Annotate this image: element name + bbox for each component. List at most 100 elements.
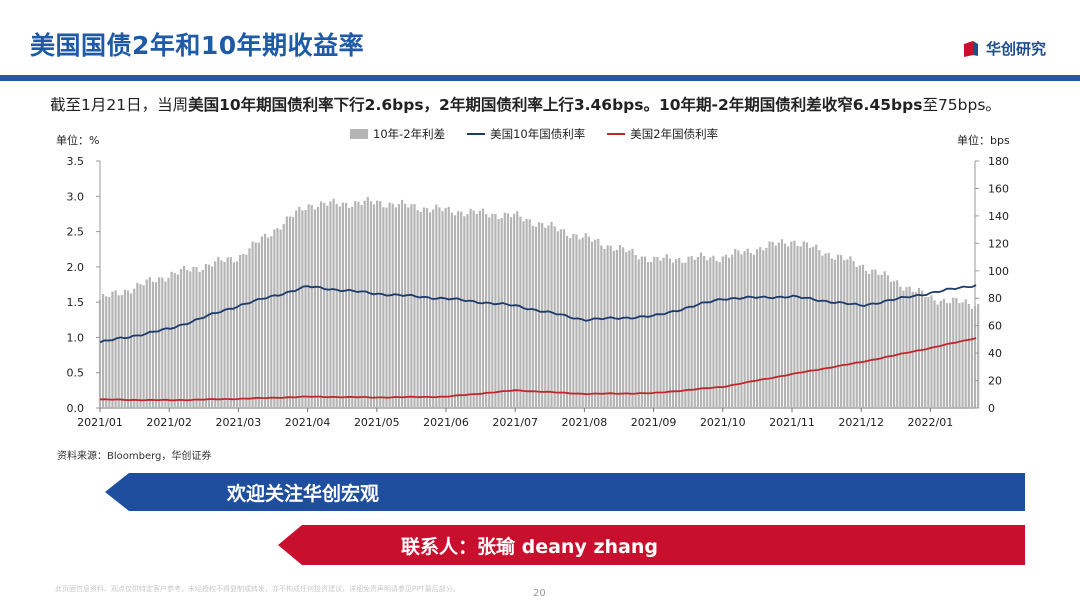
spread-bar bbox=[304, 209, 307, 408]
spread-bar bbox=[176, 274, 179, 408]
spread-bar bbox=[628, 250, 631, 408]
brand-logo: 华创研究 bbox=[962, 38, 1046, 59]
spread-bar bbox=[223, 262, 226, 408]
spread-bar bbox=[743, 251, 746, 408]
spread-bar bbox=[699, 252, 703, 408]
logo-text: 华创研究 bbox=[985, 40, 1046, 58]
contact-banner: 联系人：张瑜 deany zhang bbox=[278, 525, 1025, 565]
spread-bar bbox=[933, 300, 936, 408]
spread-bar bbox=[765, 247, 768, 408]
spread-bar bbox=[874, 269, 877, 408]
spread-bar bbox=[559, 229, 562, 408]
page-number: 20 bbox=[533, 588, 546, 599]
spread-bar bbox=[263, 233, 267, 408]
right-tick-label: 80 bbox=[988, 292, 1002, 305]
spread-bar bbox=[154, 282, 158, 408]
spread-bar bbox=[615, 249, 619, 408]
spread-bar bbox=[491, 213, 494, 408]
spread-bar bbox=[949, 303, 952, 408]
spread-bar bbox=[354, 201, 357, 408]
spread-bar bbox=[796, 245, 799, 408]
spread-bar bbox=[808, 247, 812, 408]
spread-bar bbox=[186, 270, 189, 408]
spread-bar bbox=[665, 254, 668, 408]
left-tick-label: 2.0 bbox=[67, 261, 85, 274]
right-tick-label: 160 bbox=[988, 182, 1009, 195]
spread-bar bbox=[291, 216, 295, 408]
spread-bar bbox=[204, 263, 207, 408]
spread-bar bbox=[864, 270, 868, 408]
us2y-line bbox=[99, 337, 977, 402]
spread-bar bbox=[550, 221, 553, 408]
spread-bar bbox=[282, 223, 285, 408]
spread-bar bbox=[759, 247, 762, 408]
spread-bar bbox=[693, 259, 696, 408]
spread-bar bbox=[407, 207, 410, 408]
spread-bar bbox=[463, 216, 466, 408]
spread-bar bbox=[715, 260, 718, 408]
spread-bar bbox=[581, 237, 584, 408]
spread-bar bbox=[158, 277, 161, 408]
spread-bar bbox=[509, 217, 513, 408]
spread-bar bbox=[802, 241, 805, 408]
spread-bar bbox=[961, 302, 964, 408]
spread-bar bbox=[690, 256, 693, 408]
spread-bar bbox=[307, 204, 310, 408]
spread-bar bbox=[341, 202, 344, 408]
right-axis-unit: 单位：bps bbox=[957, 134, 1010, 147]
spread-bar bbox=[942, 298, 945, 408]
spread-bar bbox=[674, 259, 678, 408]
spread-bar bbox=[397, 204, 401, 408]
spread-bar bbox=[435, 204, 438, 408]
spread-bar bbox=[618, 245, 622, 408]
spread-bar bbox=[958, 303, 961, 408]
spread-bar bbox=[416, 210, 419, 408]
spread-bar bbox=[818, 250, 821, 408]
spread-bar bbox=[706, 260, 709, 408]
legend-blue-swatch bbox=[467, 133, 486, 135]
spread-bar bbox=[821, 255, 824, 408]
spread-bar bbox=[419, 211, 422, 408]
spread-bar bbox=[678, 257, 681, 408]
legend-spread-label: 10年-2年利差 bbox=[373, 127, 446, 141]
spread-bar bbox=[731, 254, 734, 408]
spread-bar bbox=[640, 256, 643, 408]
spread-bar bbox=[217, 256, 220, 408]
spread-bar bbox=[332, 198, 335, 408]
spread-bar bbox=[136, 282, 139, 408]
spread-bar bbox=[404, 203, 407, 408]
spread-bar bbox=[338, 206, 341, 408]
spread-bar bbox=[329, 201, 332, 408]
summary-text: 截至1月21日，当周美国10年期国债利率下行2.6bps，2年期国债利率上行3.… bbox=[50, 93, 1001, 115]
spread-bar bbox=[494, 213, 497, 408]
spread-bar bbox=[251, 241, 254, 408]
spread-bar bbox=[161, 277, 164, 408]
spread-bar bbox=[681, 262, 684, 408]
right-tick-label: 60 bbox=[988, 320, 1002, 333]
spread-bar bbox=[503, 212, 506, 408]
spread-bar bbox=[830, 258, 833, 408]
spread-bar bbox=[572, 233, 575, 408]
spread-bar bbox=[653, 256, 656, 408]
x-tick-label: 2021/03 bbox=[216, 416, 262, 429]
spread-bar bbox=[432, 209, 435, 408]
spread-bar bbox=[469, 208, 472, 408]
spread-bar bbox=[777, 242, 780, 408]
spread-bar bbox=[771, 241, 774, 408]
spread-bar bbox=[927, 297, 930, 408]
spread-bar bbox=[812, 246, 815, 408]
spread-bar bbox=[768, 241, 771, 408]
source-note: 资料来源：Bloomberg，华创证券 bbox=[57, 451, 212, 462]
spread-bar bbox=[488, 217, 491, 408]
spread-bar bbox=[214, 261, 217, 408]
spread-bar bbox=[556, 231, 559, 408]
spread-bar bbox=[575, 234, 578, 408]
spread-bar bbox=[382, 207, 385, 408]
summary-part1: 截至1月21日，当周 bbox=[50, 96, 189, 114]
spread-bar bbox=[740, 254, 743, 408]
spread-bar bbox=[201, 269, 204, 408]
x-tick-label: 2021/10 bbox=[700, 416, 746, 429]
spread-bar bbox=[880, 274, 883, 408]
x-tick-label: 2021/02 bbox=[146, 416, 192, 429]
spread-bar bbox=[207, 264, 211, 408]
